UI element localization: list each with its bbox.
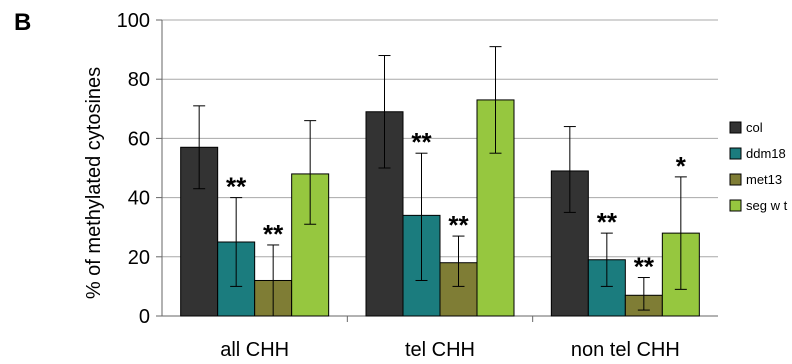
significance-mark: *	[676, 151, 687, 181]
bars	[180, 99, 700, 317]
gridlines	[162, 19, 718, 258]
significance-mark: **	[597, 207, 618, 237]
y-tick-label: 20	[128, 247, 150, 269]
panel-label: B	[14, 9, 31, 36]
y-tick-label: 60	[128, 128, 150, 150]
legend-swatch	[729, 147, 742, 160]
legend: col ddm18 met13 seg w t	[729, 120, 788, 213]
legend-label: met13	[746, 172, 782, 187]
y-tick-label: 100	[117, 10, 150, 32]
x-category-label: non tel CHH	[571, 339, 680, 361]
legend-swatch	[729, 121, 742, 134]
axes: 0 20 40 60 80 100 all CHH tel CHH non tel CHH	[117, 10, 718, 361]
legend-label: ddm18	[746, 146, 786, 161]
error-bars	[193, 46, 687, 317]
legend-swatch	[729, 173, 742, 186]
significance-annotations: ******** *****	[226, 127, 687, 281]
legend-swatch	[729, 199, 742, 212]
y-tick-label: 80	[128, 69, 150, 91]
x-category-label: all CHH	[220, 339, 289, 361]
legend-label: seg w t	[746, 198, 788, 213]
significance-mark: **	[226, 172, 247, 202]
x-category-label: tel CHH	[405, 339, 475, 361]
significance-mark: **	[411, 127, 432, 157]
y-tick-label: 0	[139, 306, 150, 328]
significance-mark: **	[263, 219, 284, 249]
y-tick-label: 40	[128, 188, 150, 210]
significance-mark: **	[448, 210, 469, 240]
significance-mark: **	[634, 252, 655, 282]
legend-label: col	[746, 120, 763, 135]
y-axis-label: % of methylated cytosines	[83, 67, 105, 299]
